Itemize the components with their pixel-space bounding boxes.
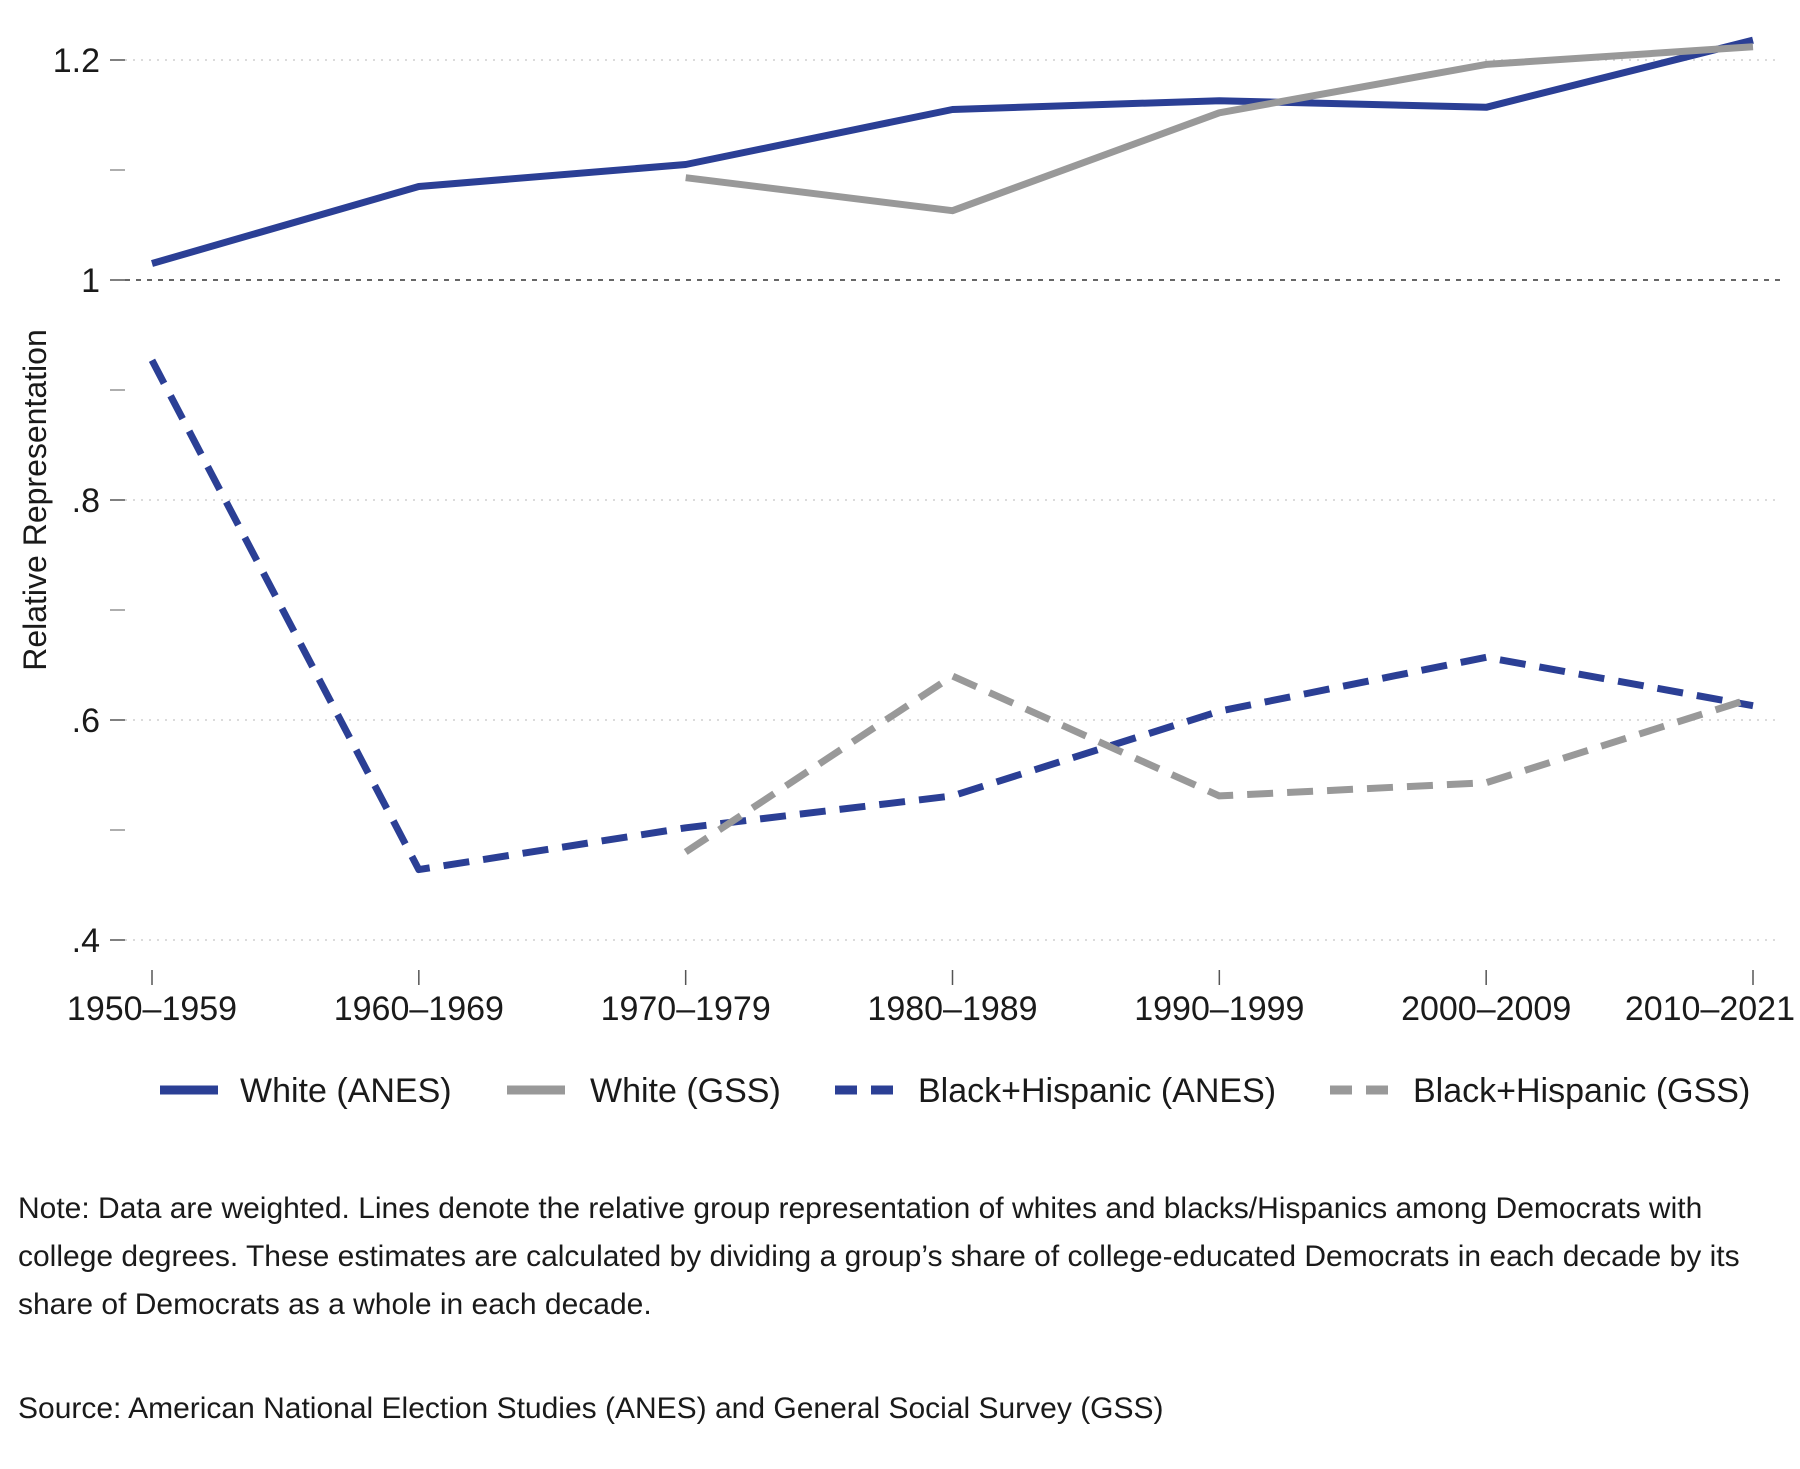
x-tick-label: 2010–2021 — [1625, 990, 1795, 1028]
legend-label: White (ANES) — [240, 1072, 452, 1110]
legend-item-2: Black+Hispanic (ANES) — [835, 1072, 1276, 1110]
chart: 1.2 1 .8 .6 .4 Relative Representation 1950–19… — [17, 36, 1795, 1110]
y-tick-label: .8 — [72, 482, 100, 520]
series-line-3 — [683, 672, 1755, 855]
y-tick-label: .4 — [72, 922, 100, 960]
legend-item-0: White (ANES) — [160, 1072, 452, 1110]
x-tick-label: 1990–1999 — [1134, 990, 1304, 1028]
line-chart: 1.2 1 .8 .6 .4 Relative Representation 1950–19… — [17, 36, 1795, 1110]
chart-notes: Note: Data are weighted. Lines denote th… — [18, 1185, 1758, 1433]
series-line-0 — [151, 36, 1754, 267]
series — [148, 36, 1755, 874]
source-text: Source: American National Election Studi… — [18, 1392, 1164, 1425]
y-tick-label: 1.2 — [53, 42, 100, 80]
series-line-2 — [148, 358, 1754, 874]
legend-label: White (GSS) — [590, 1072, 781, 1110]
x-tick-label: 1960–1969 — [334, 990, 504, 1028]
x-tick-label: 2000–2009 — [1401, 990, 1571, 1028]
series-line-1 — [685, 43, 1754, 215]
y-axis-title: Relative Representation — [17, 329, 53, 671]
legend-label: Black+Hispanic (ANES) — [918, 1072, 1276, 1110]
y-tick-label: .6 — [72, 702, 100, 740]
x-tick-label: 1980–1989 — [867, 990, 1037, 1028]
legend: White (ANES) White (GSS) Black+Hispanic (A… — [160, 1072, 1750, 1110]
note-text: Note: Data are weighted. Lines denote th… — [18, 1192, 1740, 1321]
legend-label: Black+Hispanic (GSS) — [1413, 1072, 1750, 1110]
grid — [125, 59, 1780, 941]
x-tick-label: 1970–1979 — [601, 990, 771, 1028]
y-tick-label: 1 — [81, 262, 100, 300]
axes: 1.2 1 .8 .6 .4 Relative Representation 1950–19… — [17, 42, 1795, 1028]
legend-item-1: White (GSS) — [507, 1072, 781, 1110]
legend-item-3: Black+Hispanic (GSS) — [1330, 1072, 1750, 1110]
x-tick-label: 1950–1959 — [67, 990, 237, 1028]
